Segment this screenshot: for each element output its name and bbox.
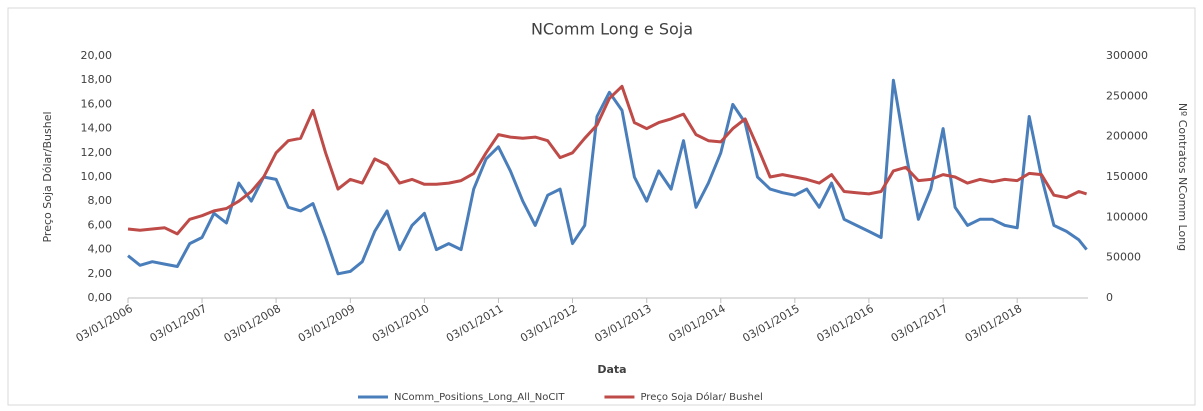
y-tick-label: 0,00 [88, 291, 113, 304]
y-tick-label: 18,00 [81, 73, 113, 86]
y-tick-label: 20,00 [81, 49, 113, 62]
y-tick-label: 14,00 [81, 122, 113, 135]
y-tick-label: 10,00 [81, 170, 113, 183]
y-tick-label: 2,00 [88, 267, 113, 280]
legend-label: NComm_Positions_Long_All_NoCIT [394, 392, 565, 403]
y-tick-label: 6,00 [88, 218, 113, 231]
y2-tick-label: 150000 [1106, 170, 1148, 183]
y-tick-label: 8,00 [88, 194, 113, 207]
series-line [127, 84, 1088, 236]
y2-tick-label: 250000 [1106, 89, 1148, 102]
series-line [127, 78, 1088, 276]
y2-axis-title: Nº Contratos NComm Long [1176, 103, 1189, 251]
y2-tick-label: 50000 [1106, 251, 1141, 264]
y2-tick-label: 300000 [1106, 49, 1148, 62]
legend-label: Preço Soja Dólar/ Bushel [640, 391, 762, 403]
y-tick-label: 12,00 [81, 146, 113, 159]
y2-tick-label: 100000 [1106, 210, 1148, 223]
chart-title: NComm Long e Soja [531, 20, 693, 39]
y-tick-label: 4,00 [88, 243, 113, 256]
y-axis-title: Preço Soja Dólar/Bushel [41, 111, 54, 242]
y-tick-label: 16,00 [81, 97, 113, 110]
y2-tick-label: 0 [1106, 291, 1113, 304]
x-axis-title: Data [597, 363, 626, 376]
y2-tick-label: 200000 [1106, 130, 1148, 143]
chart-border [7, 7, 1196, 406]
